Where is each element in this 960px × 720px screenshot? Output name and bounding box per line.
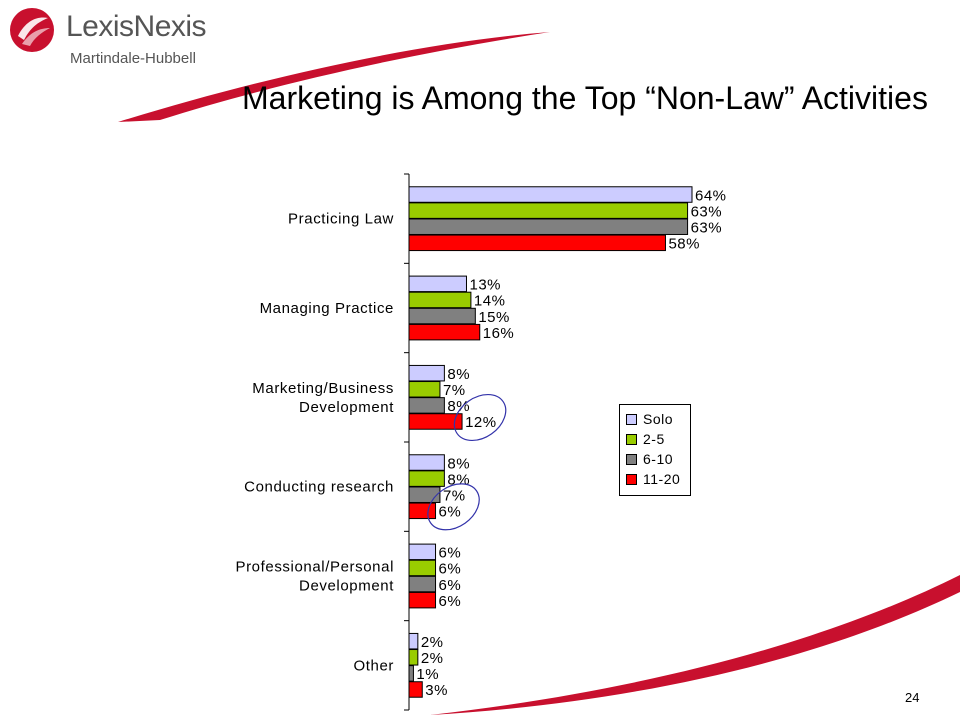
legend-label: 6-10 <box>643 451 674 467</box>
bar <box>408 454 445 471</box>
legend-label: 11-20 <box>643 471 681 487</box>
data-label: 7% <box>443 382 466 399</box>
legend-item: 11-20 <box>626 469 690 489</box>
legend-label: 2-5 <box>643 431 665 447</box>
data-label: 58% <box>668 236 700 253</box>
bar <box>408 575 437 593</box>
data-label: 8% <box>447 366 470 383</box>
data-label: 63% <box>691 219 723 236</box>
category-label: Practicing Law <box>288 211 394 228</box>
data-label: 12% <box>465 414 497 431</box>
legend-item: 6-10 <box>626 449 690 469</box>
category-label: Managing Practice <box>260 300 394 317</box>
bar <box>408 632 419 650</box>
bar <box>408 202 689 219</box>
data-label: 63% <box>691 203 723 220</box>
bar <box>408 381 441 398</box>
category-label: Other <box>353 657 394 674</box>
data-label: 6% <box>439 561 462 578</box>
lexisnexis-logo: LexisNexis Martindale-Hubbell <box>8 6 268 68</box>
bar <box>408 559 437 577</box>
data-label: 8% <box>447 455 470 472</box>
bar <box>408 323 481 341</box>
bar <box>408 218 689 235</box>
category-label: Conducting research <box>244 479 394 496</box>
bar <box>408 681 423 698</box>
bar <box>408 397 445 414</box>
data-label: 8% <box>447 398 470 415</box>
bar <box>408 413 463 430</box>
chart-legend: Solo 2-5 6-10 11-20 <box>619 404 691 496</box>
lexisnexis-logo-icon <box>10 8 54 52</box>
header-swoosh <box>118 32 550 122</box>
data-label: 6% <box>439 504 462 521</box>
data-label: 13% <box>469 277 501 294</box>
page-title: Marketing is Among the Top “Non-Law” Act… <box>242 80 928 116</box>
bar <box>408 234 666 252</box>
legend-item: Solo <box>626 409 690 429</box>
data-label: 6% <box>439 545 462 562</box>
category-label: Professional/Personal Development <box>235 559 394 595</box>
legend-swatch <box>626 433 637 445</box>
legend-swatch <box>626 453 637 465</box>
data-label: 64% <box>695 187 727 204</box>
data-label: 1% <box>416 666 439 683</box>
data-label: 6% <box>439 577 462 594</box>
bar <box>408 291 472 309</box>
logo-subtitle: Martindale-Hubbell <box>70 50 196 67</box>
data-label: 6% <box>439 593 462 610</box>
highlight-ellipse <box>453 393 507 442</box>
category-label: Marketing/Business Development <box>252 380 394 416</box>
data-label: 14% <box>474 293 506 310</box>
legend-label: Solo <box>643 411 674 427</box>
bar <box>408 486 441 503</box>
bar <box>408 665 414 682</box>
data-label: 7% <box>443 487 466 504</box>
bar <box>408 186 693 203</box>
data-label: 15% <box>478 309 510 326</box>
bar <box>408 543 437 561</box>
bar <box>408 591 437 609</box>
highlight-ellipse <box>427 483 480 531</box>
legend-swatch <box>626 473 637 485</box>
bar <box>408 649 419 666</box>
bar <box>408 307 476 325</box>
logo-name: LexisNexis <box>66 10 207 43</box>
bar <box>408 275 467 293</box>
legend-item: 2-5 <box>626 429 690 449</box>
data-label: 3% <box>425 682 448 699</box>
data-label: 16% <box>483 325 515 342</box>
bar <box>408 364 445 382</box>
legend-swatch <box>626 413 637 425</box>
page-number: 24 <box>905 690 920 705</box>
data-label: 2% <box>421 634 444 651</box>
data-label: 2% <box>421 650 444 667</box>
bar <box>408 502 437 520</box>
bar <box>408 470 445 487</box>
